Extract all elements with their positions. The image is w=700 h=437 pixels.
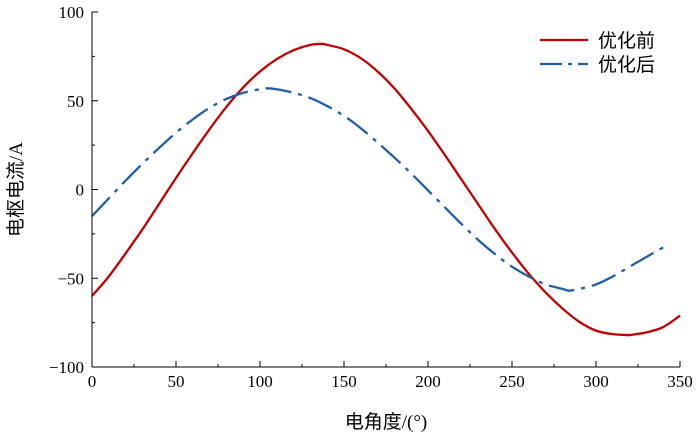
x-tick-label: 250 bbox=[499, 372, 525, 391]
y-tick-label: 100 bbox=[59, 3, 85, 22]
axes-layer bbox=[91, 12, 680, 368]
y-tick-label: 50 bbox=[67, 92, 84, 111]
series-line-2 bbox=[91, 87, 669, 292]
x-axis-title: 电角度/(°) bbox=[345, 411, 428, 433]
x-tick-label: 50 bbox=[168, 372, 185, 391]
x-tick-label: 350 bbox=[667, 372, 693, 391]
y-tick-label: −100 bbox=[49, 358, 84, 377]
y-tick-label: −50 bbox=[57, 269, 84, 288]
series-layer bbox=[91, 42, 681, 337]
x-ticks: 0 50 100 150 200 250 300 350 bbox=[88, 361, 693, 391]
y-axis-title: 电枢电流/A bbox=[5, 142, 27, 237]
legend-label-2: 优化后 bbox=[598, 54, 655, 76]
legend-label-1: 优化前 bbox=[598, 30, 655, 52]
series-line-1 bbox=[91, 42, 681, 337]
x-tick-label: 0 bbox=[88, 372, 97, 391]
y-tick-label: 0 bbox=[76, 181, 85, 200]
x-tick-label: 150 bbox=[331, 372, 357, 391]
x-tick-label: 100 bbox=[247, 372, 273, 391]
y-ticks: 100 50 0 −50 −100 bbox=[49, 3, 98, 377]
x-tick-label: 300 bbox=[583, 372, 609, 391]
x-tick-label: 200 bbox=[415, 372, 441, 391]
